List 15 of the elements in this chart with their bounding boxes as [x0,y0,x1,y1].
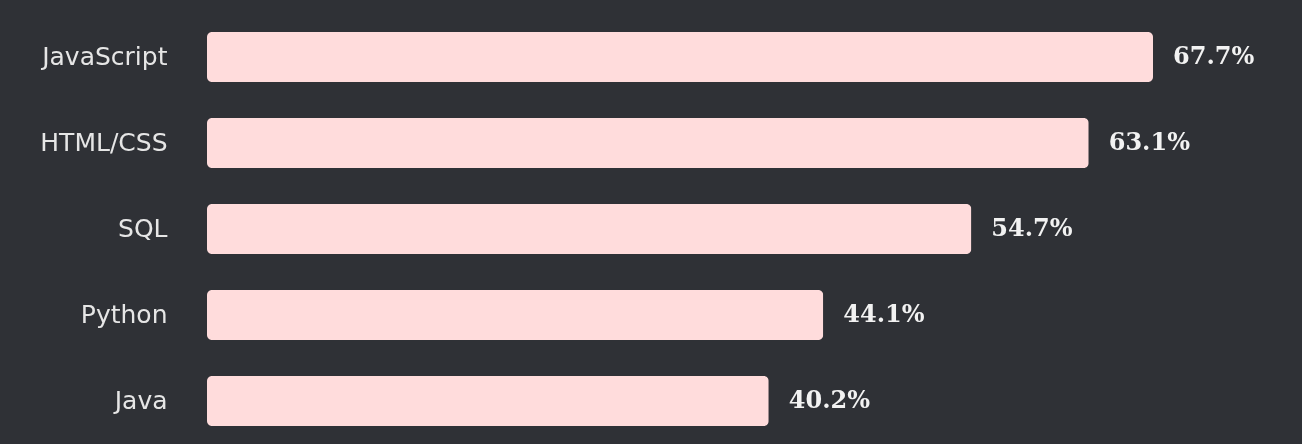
y-tick-label: HTML/CSS [40,128,168,157]
data-label: 40.2% [788,385,871,414]
data-label: 44.1% [843,299,925,328]
bar [207,32,1153,82]
y-tick-label: Python [80,300,168,329]
bar [207,204,972,254]
bar [207,376,769,426]
y-tick-label: Java [112,386,168,415]
y-tick-label: JavaScript [40,42,168,71]
data-label: 67.7% [1173,41,1255,70]
data-label: 63.1% [1108,127,1191,156]
y-tick-label: SQL [118,214,168,243]
bar [207,118,1089,168]
bar [207,290,824,340]
data-label: 54.7% [991,213,1073,242]
